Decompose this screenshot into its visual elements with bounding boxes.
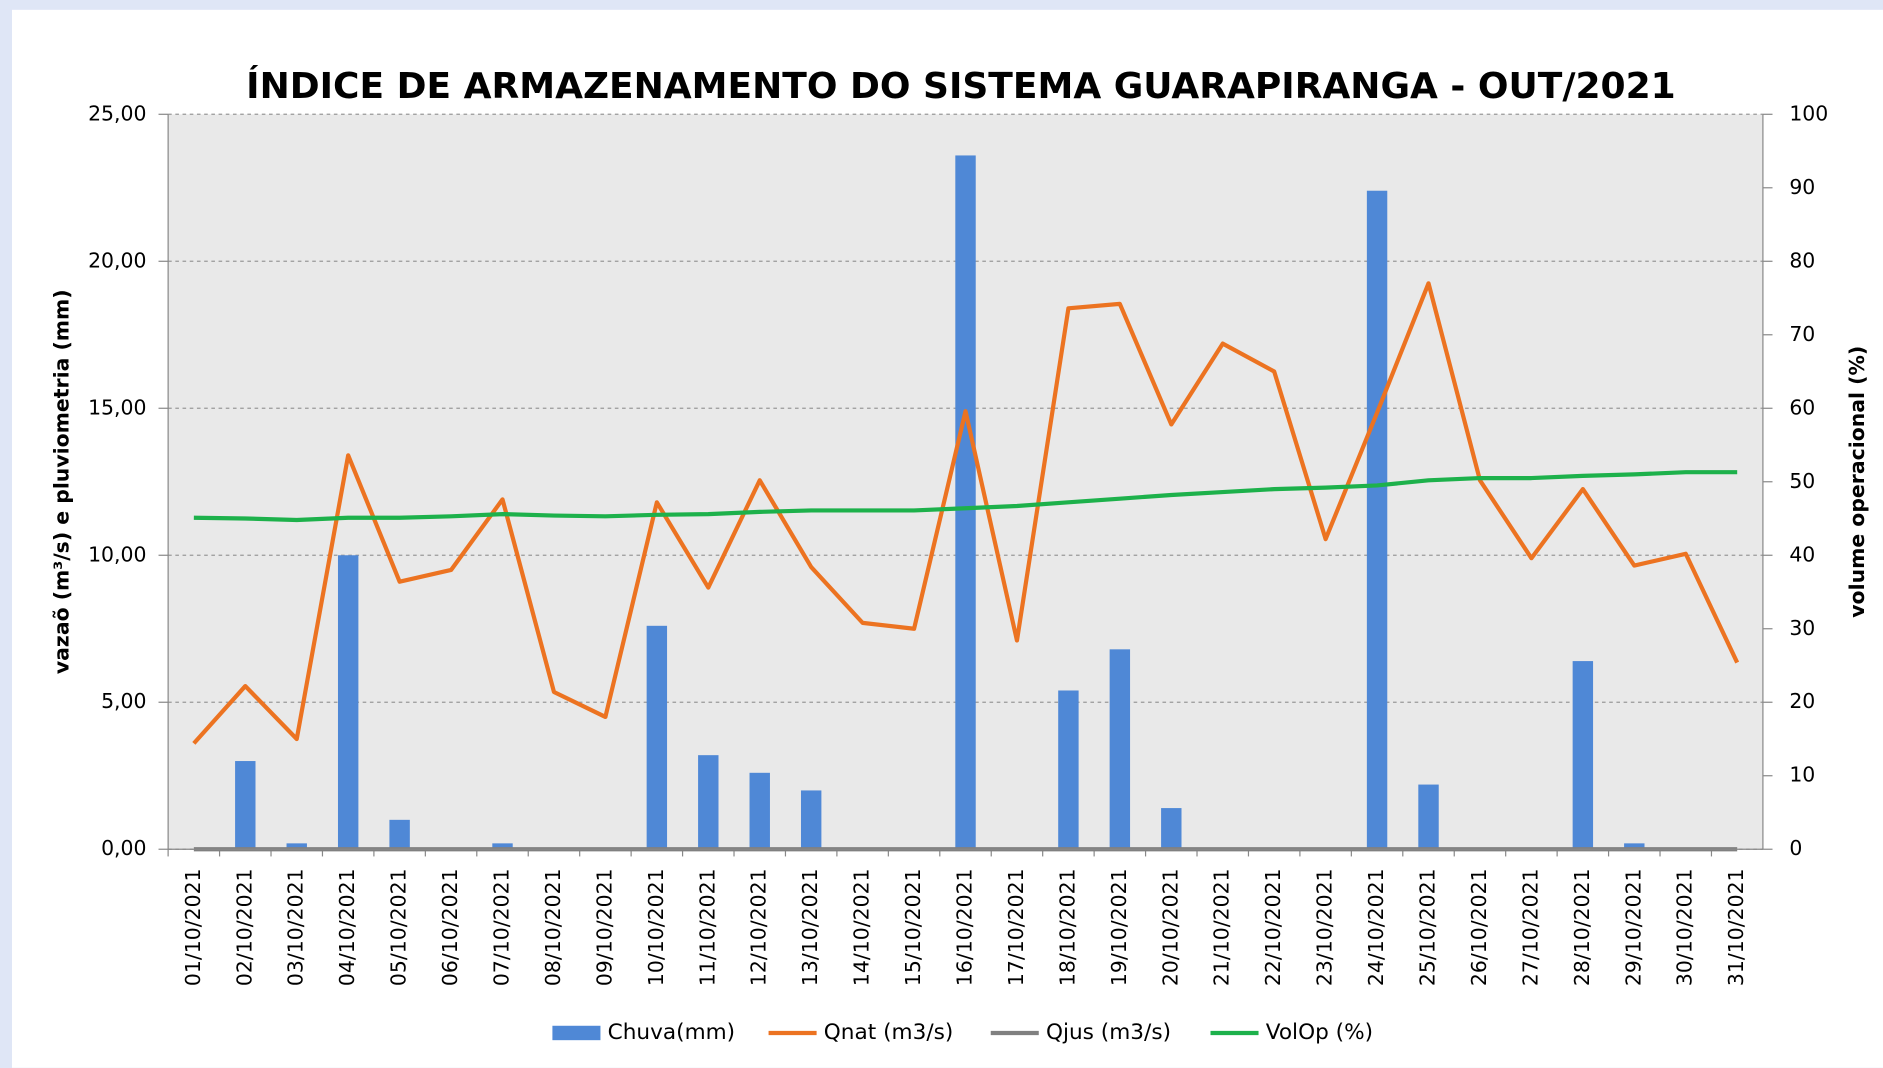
bar [749,772,770,850]
y2-tick-label: 20 [1789,689,1815,713]
x-tick-label: 05/10/2021 [387,868,411,986]
x-tick-label: 14/10/2021 [850,868,874,986]
x-tick-label: 20/10/2021 [1158,868,1182,986]
bar [698,755,719,850]
y2-tick-label: 90 [1789,175,1815,199]
x-tick-label: 23/10/2021 [1313,868,1337,986]
y2-tick-label: 60 [1789,395,1815,419]
x-tick-label: 08/10/2021 [541,868,565,986]
bar [646,625,668,850]
x-tick-label: 02/10/2021 [232,868,256,986]
line [192,281,1740,745]
x-tick-label: 01/10/2021 [181,868,205,986]
bar [1624,843,1645,850]
y-tick-label: 5,00 [101,689,146,713]
bar [1572,661,1594,850]
x-tick-label: 21/10/2021 [1210,868,1234,986]
y2-tick-label: 100 [1789,101,1828,125]
x-tick-label: 25/10/2021 [1416,868,1440,986]
bar [1161,808,1182,850]
x-tick-label: 06/10/2021 [438,868,462,986]
legend-label: Qnat (m3/s) [824,1020,954,1045]
bar [1418,784,1439,850]
y-axis-label: vazaõ (m³/s) e pluviometria (mm) [49,289,73,674]
y2-axis-label: volume operacional (%) [1845,346,1869,618]
x-tick-label: 29/10/2021 [1621,868,1645,986]
x-tick-label: 18/10/2021 [1055,868,1079,986]
y2-tick-label: 30 [1789,616,1815,640]
bar [955,155,976,850]
x-tick-label: 15/10/2021 [901,868,925,986]
bar [492,843,513,850]
x-tick-label: 04/10/2021 [335,868,359,986]
x-tick-label: 07/10/2021 [490,868,514,986]
y-tick-label: 10,00 [88,542,146,566]
bar [337,555,359,850]
y2-tick-label: 70 [1789,322,1815,346]
y2-tick-label: 10 [1789,763,1815,787]
bar [1109,649,1131,850]
x-tick-label: 28/10/2021 [1570,868,1594,986]
x-tick-label: 22/10/2021 [1261,868,1285,986]
x-tick-label: 27/10/2021 [1518,868,1542,986]
y-tick-label: 0,00 [101,836,146,860]
y2-tick-label: 40 [1789,542,1815,566]
legend-label: Chuva(mm) [608,1020,735,1045]
x-tick-label: 19/10/2021 [1107,868,1131,986]
x-tick-label: 30/10/2021 [1673,868,1697,986]
x-tick-label: 10/10/2021 [644,868,668,986]
chart-title: ÍNDICE DE ARMAZENAMENTO DO SISTEMA GUARA… [246,65,1676,107]
x-tick-label: 16/10/2021 [953,868,977,986]
legend-label: Qjus (m3/s) [1046,1020,1171,1045]
x-tick-label: 31/10/2021 [1724,868,1748,986]
y-tick-label: 20,00 [88,248,146,272]
legend-swatch [552,1025,601,1041]
y-tick-label: 15,00 [88,395,146,419]
x-tick-label: 17/10/2021 [1004,868,1028,986]
legend-label: VolOp (%) [1266,1020,1373,1045]
x-tick-label: 13/10/2021 [798,868,822,986]
x-tick-label: 24/10/2021 [1364,868,1388,986]
x-tick-label: 03/10/2021 [284,868,308,986]
bar [1366,190,1388,850]
x-tick-label: 09/10/2021 [592,868,616,986]
y-tick-label: 25,00 [88,101,146,125]
bar [389,819,410,850]
line [193,470,1738,523]
y2-tick-label: 0 [1789,836,1802,860]
y2-tick-label: 80 [1789,248,1815,272]
x-tick-label: 12/10/2021 [747,868,771,986]
x-tick-label: 26/10/2021 [1467,868,1491,986]
bar [235,761,256,850]
y2-tick-label: 50 [1789,469,1815,493]
x-tick-label: 11/10/2021 [695,868,719,986]
bar [800,790,822,850]
bar [1058,690,1079,850]
bar [286,843,307,850]
